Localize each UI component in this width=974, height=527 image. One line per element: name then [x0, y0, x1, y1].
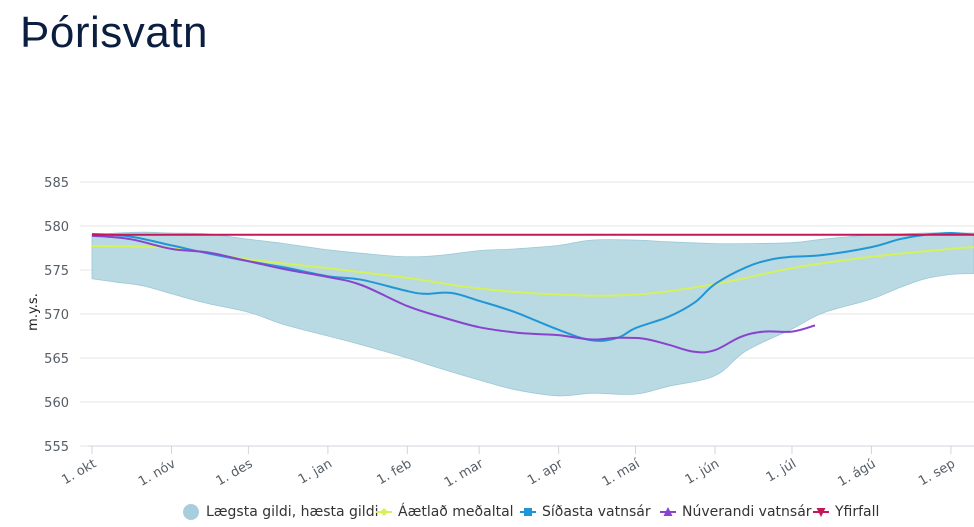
- legend-item[interactable]: Lægsta gildi, hæsta gildi: [182, 500, 378, 524]
- y-tick-label: 560: [44, 396, 69, 411]
- x-tick-label: 1. júl: [764, 456, 799, 485]
- legend-symbol: [813, 508, 829, 517]
- legend-label: Lægsta gildi, hæsta gildi: [206, 504, 379, 520]
- x-tick-label: 1. feb: [374, 456, 414, 488]
- legend: Lægsta gildi, hæsta gildi Áætlað meðaltal…: [0, 500, 974, 524]
- reservoir-level-chart: 1. okt 1. nóv 1. des 1. jan 1. feb 1. mar 1. a…: [26, 176, 974, 491]
- legend-label: Áætlað meðaltal: [398, 504, 514, 520]
- legend-symbol: [183, 504, 199, 520]
- x-tick-label: 1. sep: [916, 456, 958, 489]
- legend-label: Yfirfall: [835, 504, 880, 520]
- y-tick-label: 575: [44, 264, 69, 279]
- x-tick-label: 1. nóv: [136, 456, 179, 489]
- plot-area: [91, 231, 974, 397]
- legend-item[interactable]: Núverandi vatnsár: [660, 500, 812, 524]
- y-axis-title: m.y.s.: [26, 293, 41, 331]
- series-line-3: [91, 234, 816, 354]
- legend-symbol: [520, 508, 536, 516]
- x-tick-label: 1. okt: [59, 456, 99, 488]
- legend-symbol: [376, 508, 392, 516]
- legend-item[interactable]: Síðasta vatnsár: [520, 500, 651, 524]
- y-axis: 555 560 565 570 575 580 585: [44, 176, 69, 455]
- legend-label: Síðasta vatnsár: [542, 504, 651, 520]
- x-axis: 1. okt 1. nóv 1. des 1. jan 1. feb 1. mar 1. a…: [59, 445, 974, 491]
- x-tick-label: 1. apr: [525, 456, 566, 488]
- y-tick-label: 555: [44, 440, 69, 455]
- x-tick-label: 1. des: [214, 456, 256, 489]
- x-tick-label: 1. jún: [683, 456, 722, 487]
- x-tick-label: 1. ágú: [835, 456, 878, 489]
- legend-item[interactable]: Yfirfall: [813, 500, 879, 524]
- series-line-1: [91, 245, 974, 297]
- legend-item[interactable]: Áætlað meðaltal: [376, 500, 514, 524]
- legend-label: Núverandi vatnsár: [682, 504, 812, 520]
- x-tick-label: 1. jan: [296, 456, 335, 487]
- y-tick-label: 570: [44, 308, 69, 323]
- x-tick-label: 1. maí: [600, 456, 643, 490]
- y-tick-label: 580: [44, 220, 69, 235]
- x-tick-label: 1. mar: [442, 456, 487, 491]
- y-tick-label: 585: [44, 176, 69, 191]
- legend-symbol: [660, 507, 676, 516]
- page-title: Þórisvatn: [20, 8, 208, 57]
- y-tick-label: 565: [44, 352, 69, 367]
